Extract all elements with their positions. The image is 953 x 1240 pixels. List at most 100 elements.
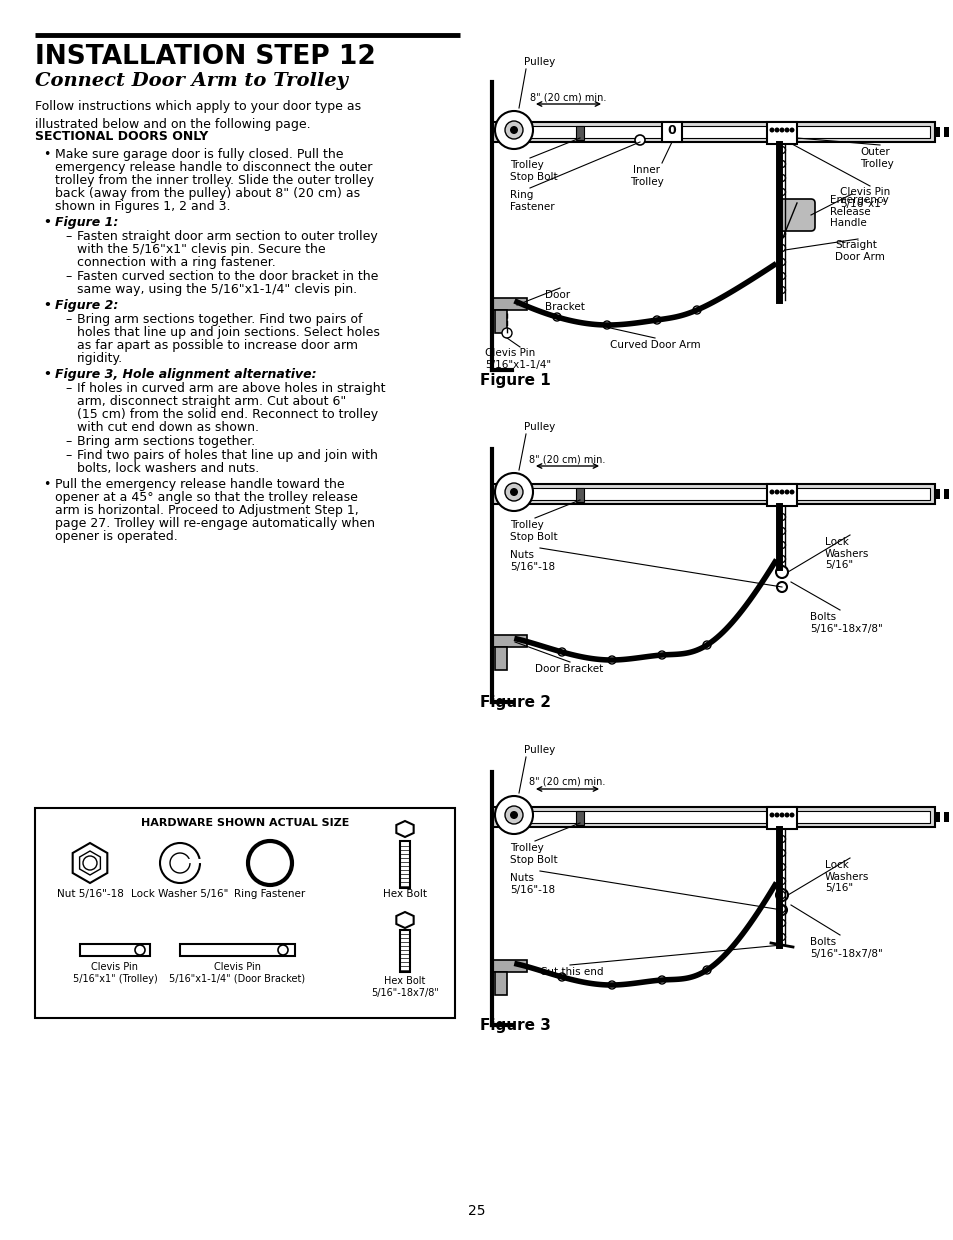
- Text: Trolley
Stop Bolt: Trolley Stop Bolt: [510, 843, 558, 864]
- Circle shape: [783, 128, 789, 133]
- Text: 8" (20 cm) min.: 8" (20 cm) min.: [529, 454, 605, 464]
- Text: arm is horizontal. Proceed to Adjustment Step 1,: arm is horizontal. Proceed to Adjustment…: [55, 503, 358, 517]
- Text: Fasten curved section to the door bracket in the: Fasten curved section to the door bracke…: [77, 270, 378, 283]
- Circle shape: [779, 490, 783, 495]
- Circle shape: [495, 112, 533, 149]
- Bar: [492, 635, 526, 647]
- Circle shape: [778, 217, 784, 223]
- Text: connection with a ring fastener.: connection with a ring fastener.: [77, 255, 275, 269]
- Circle shape: [779, 812, 783, 817]
- Text: •: •: [43, 148, 51, 161]
- Circle shape: [504, 806, 522, 825]
- Text: Figure 3, Hole alignment alternative:: Figure 3, Hole alignment alternative:: [55, 368, 316, 381]
- Circle shape: [779, 128, 783, 133]
- Circle shape: [769, 812, 774, 817]
- Text: –: –: [65, 382, 71, 396]
- Text: –: –: [65, 312, 71, 326]
- Text: Fasten straight door arm section to outer trolley: Fasten straight door arm section to oute…: [77, 229, 377, 243]
- Text: Trolley
Stop Bolt: Trolley Stop Bolt: [510, 160, 558, 181]
- Text: Cut this end: Cut this end: [539, 967, 603, 977]
- Circle shape: [702, 641, 710, 649]
- Circle shape: [510, 489, 517, 496]
- Bar: [495, 310, 506, 334]
- Text: holes that line up and join sections. Select holes: holes that line up and join sections. Se…: [77, 326, 379, 339]
- Bar: [492, 484, 934, 503]
- Text: trolley from the inner trolley. Slide the outer trolley: trolley from the inner trolley. Slide th…: [55, 174, 374, 187]
- Bar: [943, 489, 948, 498]
- Text: (15 cm) from the solid end. Reconnect to trolley: (15 cm) from the solid end. Reconnect to…: [77, 408, 377, 422]
- Circle shape: [277, 945, 288, 955]
- Text: Bolts
5/16"-18x7/8": Bolts 5/16"-18x7/8": [809, 613, 882, 634]
- Bar: [576, 126, 583, 140]
- Text: opener is operated.: opener is operated.: [55, 529, 177, 543]
- Text: Lock
Washers
5/16": Lock Washers 5/16": [824, 861, 868, 893]
- Circle shape: [135, 945, 145, 955]
- Text: page 27. Trolley will re-engage automatically when: page 27. Trolley will re-engage automati…: [55, 517, 375, 529]
- Text: Bolts
5/16"-18x7/8": Bolts 5/16"-18x7/8": [809, 937, 882, 959]
- Bar: [934, 489, 939, 498]
- Circle shape: [769, 128, 774, 133]
- Text: Nut 5/16"-18: Nut 5/16"-18: [56, 889, 123, 899]
- Text: •: •: [43, 299, 51, 312]
- Circle shape: [778, 920, 784, 926]
- Bar: [497, 126, 929, 138]
- Circle shape: [778, 146, 784, 154]
- Bar: [497, 811, 929, 823]
- Text: –: –: [65, 229, 71, 243]
- Circle shape: [774, 812, 779, 817]
- Bar: [492, 122, 934, 143]
- Text: with the 5/16"x1" clevis pin. Secure the: with the 5/16"x1" clevis pin. Secure the: [77, 243, 325, 255]
- Text: Nuts
5/16"-18: Nuts 5/16"-18: [510, 551, 555, 572]
- Bar: [943, 126, 948, 136]
- Text: as far apart as possible to increase door arm: as far apart as possible to increase doo…: [77, 339, 357, 352]
- Circle shape: [702, 966, 710, 973]
- Circle shape: [778, 513, 784, 521]
- Circle shape: [495, 796, 533, 835]
- Bar: [495, 972, 506, 994]
- Bar: [495, 647, 506, 670]
- Bar: [492, 298, 526, 310]
- Circle shape: [774, 490, 779, 495]
- Text: Emergency
Release
Handle: Emergency Release Handle: [829, 195, 888, 228]
- Text: –: –: [65, 435, 71, 448]
- Circle shape: [501, 329, 512, 339]
- Circle shape: [778, 934, 784, 940]
- Circle shape: [778, 160, 784, 167]
- Text: Find two pairs of holes that line up and join with: Find two pairs of holes that line up and…: [77, 449, 377, 463]
- Circle shape: [652, 316, 660, 324]
- Circle shape: [778, 905, 784, 913]
- Circle shape: [495, 472, 533, 511]
- Text: opener at a 45° angle so that the trolley release: opener at a 45° angle so that the trolle…: [55, 491, 357, 503]
- Polygon shape: [395, 911, 414, 928]
- Circle shape: [789, 128, 794, 133]
- Circle shape: [778, 258, 784, 265]
- Text: •: •: [43, 368, 51, 381]
- Text: shown in Figures 1, 2 and 3.: shown in Figures 1, 2 and 3.: [55, 200, 231, 213]
- Bar: [766, 122, 796, 144]
- Text: Hex Bolt
5/16"-18x7/8": Hex Bolt 5/16"-18x7/8": [371, 976, 438, 998]
- Circle shape: [658, 651, 665, 658]
- Text: Door
Bracket: Door Bracket: [544, 290, 584, 311]
- Text: Figure 2:: Figure 2:: [55, 299, 118, 312]
- Circle shape: [778, 244, 784, 252]
- Bar: [576, 811, 583, 825]
- Bar: [576, 489, 583, 502]
- Bar: [80, 944, 150, 956]
- Bar: [35, 808, 455, 1018]
- Text: HARDWARE SHOWN ACTUAL SIZE: HARDWARE SHOWN ACTUAL SIZE: [141, 818, 349, 828]
- Text: Trolley
Stop Bolt: Trolley Stop Bolt: [510, 520, 558, 542]
- Text: •: •: [43, 216, 51, 229]
- Text: emergency release handle to disconnect the outer: emergency release handle to disconnect t…: [55, 161, 372, 174]
- Text: with cut end down as shown.: with cut end down as shown.: [77, 422, 258, 434]
- Circle shape: [778, 202, 784, 210]
- Circle shape: [789, 812, 794, 817]
- Text: Nuts
5/16"-18: Nuts 5/16"-18: [510, 873, 555, 894]
- Text: Figure 1:: Figure 1:: [55, 216, 118, 229]
- Text: Outer
Trolley: Outer Trolley: [859, 148, 893, 169]
- Text: arm, disconnect straight arm. Cut about 6": arm, disconnect straight arm. Cut about …: [77, 396, 346, 408]
- Bar: [399, 841, 410, 888]
- Bar: [952, 489, 953, 498]
- Circle shape: [778, 849, 784, 857]
- Circle shape: [778, 836, 784, 842]
- Text: •: •: [43, 477, 51, 491]
